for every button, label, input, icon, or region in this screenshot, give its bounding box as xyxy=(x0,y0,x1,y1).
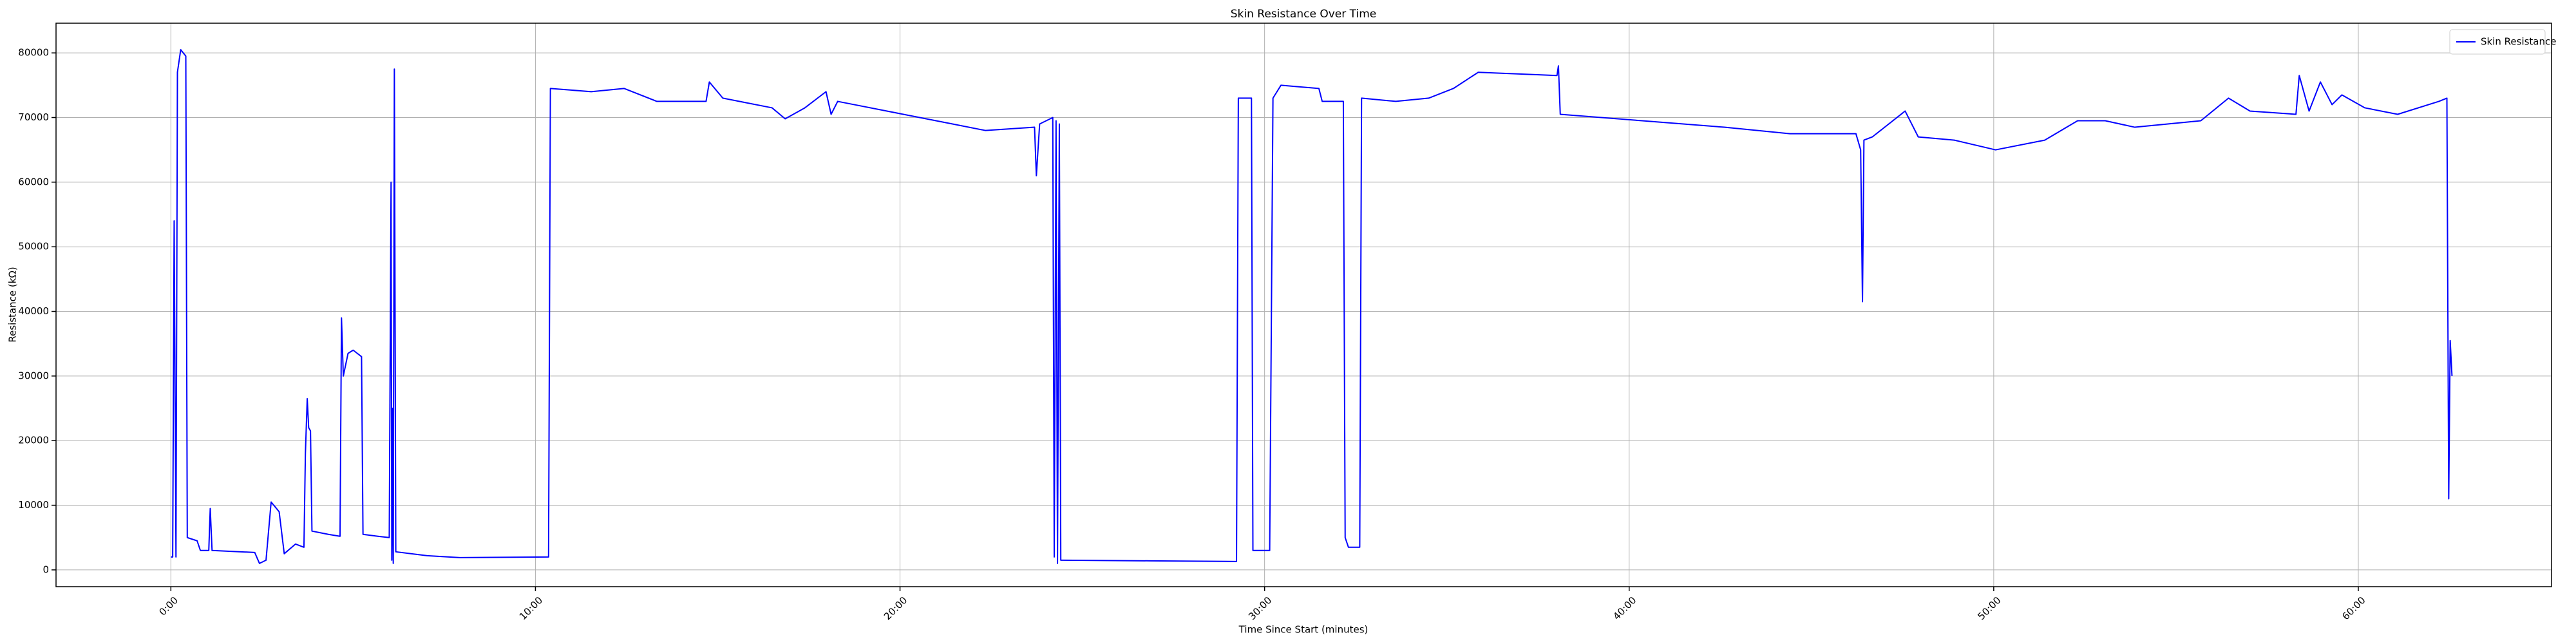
y-tick-label: 40000 xyxy=(18,305,49,317)
x-tick-label: 40:00 xyxy=(1611,594,1638,622)
chart-title: Skin Resistance Over Time xyxy=(1231,8,1376,21)
x-tick-label: 60:00 xyxy=(2340,594,2367,622)
y-tick-label: 0 xyxy=(43,564,49,575)
y-tick-label: 60000 xyxy=(18,176,49,187)
y-axis-label: Resistance (kΩ) xyxy=(7,267,19,342)
y-tick-label: 30000 xyxy=(18,370,49,381)
data-line xyxy=(171,49,2453,564)
y-tick-label: 70000 xyxy=(18,111,49,123)
y-tick-label: 20000 xyxy=(18,435,49,446)
x-tick-label: 20:00 xyxy=(882,594,909,622)
plot-frame xyxy=(55,23,2552,587)
x-tick-label: 30:00 xyxy=(1246,594,1274,622)
x-axis-label: Time Since Start (minutes) xyxy=(1238,624,1368,636)
y-tick-label: 10000 xyxy=(18,499,49,511)
x-tick-label: 50:00 xyxy=(1975,594,2003,622)
legend-label: Skin Resistance xyxy=(2481,36,2556,48)
x-tick-label: 10:00 xyxy=(517,594,545,622)
y-tick-label: 50000 xyxy=(18,241,49,252)
y-tick-label: 80000 xyxy=(18,47,49,59)
legend-box xyxy=(2449,29,2546,55)
x-tick-label: 0:00 xyxy=(157,594,181,618)
